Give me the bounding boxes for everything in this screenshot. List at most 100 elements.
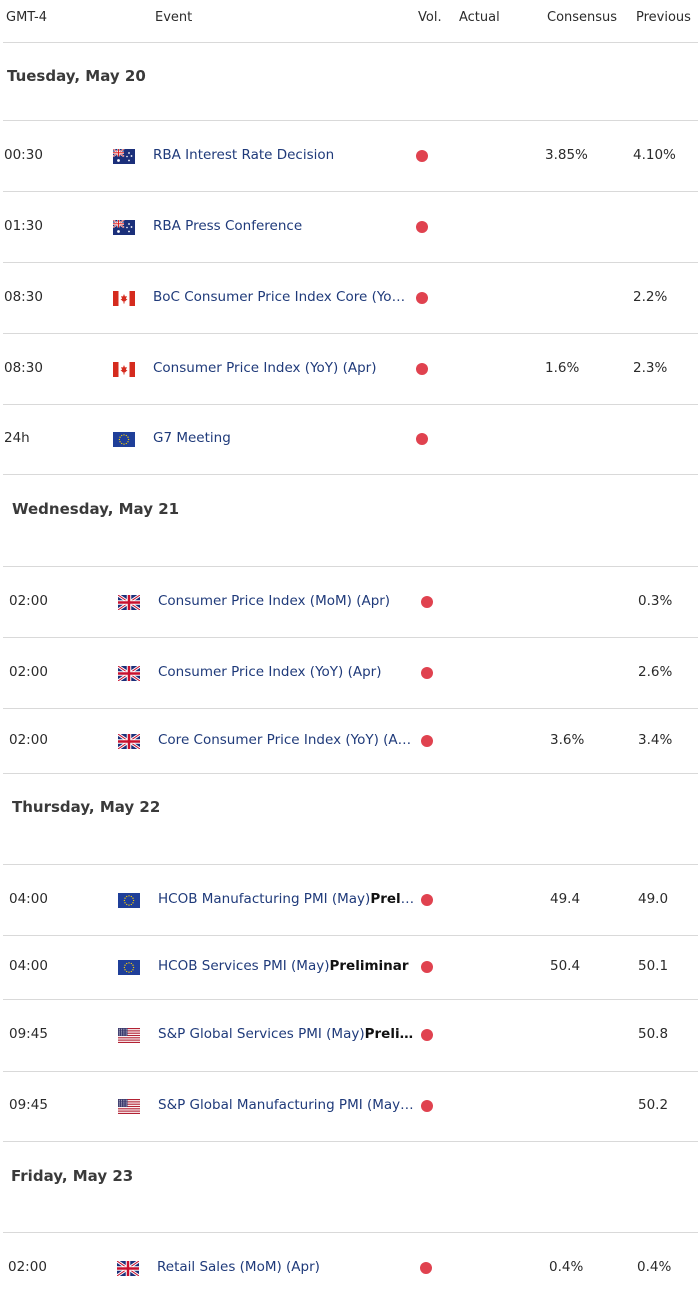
day-heading: Thursday, May 22 <box>12 798 161 816</box>
event-name[interactable]: S&P Global Manufacturing PMI (May… <box>158 1097 414 1113</box>
previous-value: 2.2% <box>633 289 668 305</box>
volatility-high-icon <box>421 1029 433 1041</box>
event-time: 01:30 <box>4 218 43 234</box>
event-name[interactable]: Core Consumer Price Index (YoY) (A… <box>158 732 411 748</box>
divider <box>3 999 698 1000</box>
event-time: 09:45 <box>9 1026 48 1042</box>
timezone-header[interactable]: GMT-4 <box>6 10 47 25</box>
event-row[interactable]: 01:30 RBA Press Conference <box>0 191 698 262</box>
consensus-value: 3.85% <box>545 147 588 163</box>
volatility-high-icon <box>416 150 428 162</box>
event-title: S&P Global Manufacturing PMI (May… <box>158 1097 414 1113</box>
event-row[interactable]: 00:30 RBA Interest Rate Decision 3.85% 4.10… <box>0 121 698 191</box>
day-heading: Wednesday, May 21 <box>12 500 180 518</box>
us-flag-icon <box>118 1028 140 1043</box>
event-time: 02:00 <box>8 1259 47 1275</box>
event-title: Core Consumer Price Index (YoY) (A… <box>158 732 412 748</box>
event-row[interactable]: 02:00 Core Consumer Price Index (YoY) (A…… <box>0 708 698 773</box>
volatility-high-icon <box>421 667 433 679</box>
previous-value: 49.0 <box>638 891 669 907</box>
uk-flag-icon <box>117 1261 139 1276</box>
event-row[interactable]: 08:30 Consumer Price Index (YoY) (Apr) 1.6… <box>0 333 698 404</box>
event-row[interactable]: 04:00 HCOB Services PMI (May)Preliminar 50… <box>0 935 698 999</box>
event-name[interactable]: BoC Consumer Price Index Core (Yo… <box>153 289 405 305</box>
event-time: 00:30 <box>4 147 43 163</box>
volatility-high-icon <box>416 221 428 233</box>
uk-flag-icon <box>118 734 140 749</box>
consensus-column-header: Consensus <box>547 10 618 25</box>
event-row[interactable]: 08:30 BoC Consumer Price Index Core (Yo… 2… <box>0 262 698 333</box>
event-time: 02:00 <box>9 593 48 609</box>
canada-flag-icon <box>113 291 135 306</box>
previous-value: 50.2 <box>638 1097 669 1113</box>
event-name[interactable]: HCOB Services PMI (May)Preliminar <box>158 958 409 974</box>
event-row[interactable]: 02:00 Retail Sales (MoM) (Apr) 0.4% 0.4% <box>0 1233 698 1303</box>
event-time: 02:00 <box>9 664 48 680</box>
volatility-high-icon <box>421 894 433 906</box>
event-title: S&P Global Services PMI (May) <box>158 1026 365 1042</box>
event-row[interactable]: 02:00 Consumer Price Index (MoM) (Apr) 0.3… <box>0 567 698 637</box>
consensus-value: 50.4 <box>550 958 581 974</box>
event-name[interactable]: Consumer Price Index (YoY) (Apr) <box>158 664 381 680</box>
volatility-high-icon <box>416 433 428 445</box>
volatility-high-icon <box>421 596 433 608</box>
event-title: RBA Interest Rate Decision <box>153 147 335 163</box>
event-title: HCOB Services PMI (May) <box>158 958 330 974</box>
event-name[interactable]: Retail Sales (MoM) (Apr) <box>157 1259 320 1275</box>
event-preliminary-tag: Preliminar <box>329 958 409 974</box>
event-row[interactable]: 09:45 S&P Global Manufacturing PMI (May… 5… <box>0 1071 698 1141</box>
event-time: 09:45 <box>9 1097 48 1113</box>
volatility-high-icon <box>421 735 433 747</box>
divider <box>3 191 698 192</box>
event-name[interactable]: RBA Interest Rate Decision <box>153 147 334 163</box>
event-preliminary-tag: Preli… <box>370 891 415 907</box>
previous-value: 0.4% <box>637 1259 672 1275</box>
previous-column-header: Previous <box>636 10 691 25</box>
consensus-value: 0.4% <box>549 1259 584 1275</box>
divider <box>3 474 698 475</box>
vol-column-header: Vol. <box>418 10 442 25</box>
us-flag-icon <box>118 1099 140 1114</box>
divider <box>3 120 698 121</box>
event-name[interactable]: Consumer Price Index (MoM) (Apr) <box>158 593 390 609</box>
event-row[interactable]: 24h G7 Meeting <box>0 404 698 474</box>
event-row[interactable]: 04:00 HCOB Manufacturing PMI (May)Preli… 4… <box>0 865 698 935</box>
event-row[interactable]: 02:00 Consumer Price Index (YoY) (Apr) 2.6… <box>0 637 698 708</box>
consensus-value: 3.6% <box>550 732 585 748</box>
event-title: G7 Meeting <box>153 430 231 446</box>
previous-value: 50.1 <box>638 958 669 974</box>
event-row[interactable]: 09:45 S&P Global Services PMI (May)Preli…… <box>0 999 698 1071</box>
event-name[interactable]: G7 Meeting <box>153 430 231 446</box>
divider <box>3 773 698 774</box>
volatility-high-icon <box>421 1100 433 1112</box>
event-preliminary-tag: Preli… <box>364 1026 414 1042</box>
divider <box>3 333 698 334</box>
australia-flag-icon <box>113 220 135 235</box>
uk-flag-icon <box>118 595 140 610</box>
eu-flag-icon <box>118 960 140 975</box>
divider <box>3 708 698 709</box>
actual-column-header: Actual <box>459 10 500 25</box>
event-title: Consumer Price Index (MoM) (Apr) <box>158 593 391 609</box>
australia-flag-icon <box>113 149 135 164</box>
previous-value: 3.4% <box>638 732 673 748</box>
canada-flag-icon <box>113 362 135 377</box>
event-time: 02:00 <box>9 732 48 748</box>
event-time: 08:30 <box>4 360 43 376</box>
consensus-value: 49.4 <box>550 891 581 907</box>
previous-value: 2.3% <box>633 360 668 376</box>
divider <box>3 1232 698 1233</box>
previous-value: 0.3% <box>638 593 673 609</box>
event-name[interactable]: S&P Global Services PMI (May)Preli… <box>158 1026 413 1042</box>
divider <box>3 935 698 936</box>
consensus-value: 1.6% <box>545 360 580 376</box>
event-title: HCOB Manufacturing PMI (May) <box>158 891 371 907</box>
event-name[interactable]: Consumer Price Index (YoY) (Apr) <box>153 360 376 376</box>
event-name[interactable]: RBA Press Conference <box>153 218 302 234</box>
event-title: Consumer Price Index (YoY) (Apr) <box>158 664 382 680</box>
event-time: 04:00 <box>9 891 48 907</box>
event-time: 04:00 <box>9 958 48 974</box>
previous-value: 4.10% <box>633 147 676 163</box>
divider <box>3 404 698 405</box>
event-name[interactable]: HCOB Manufacturing PMI (May)Preli… <box>158 891 415 907</box>
